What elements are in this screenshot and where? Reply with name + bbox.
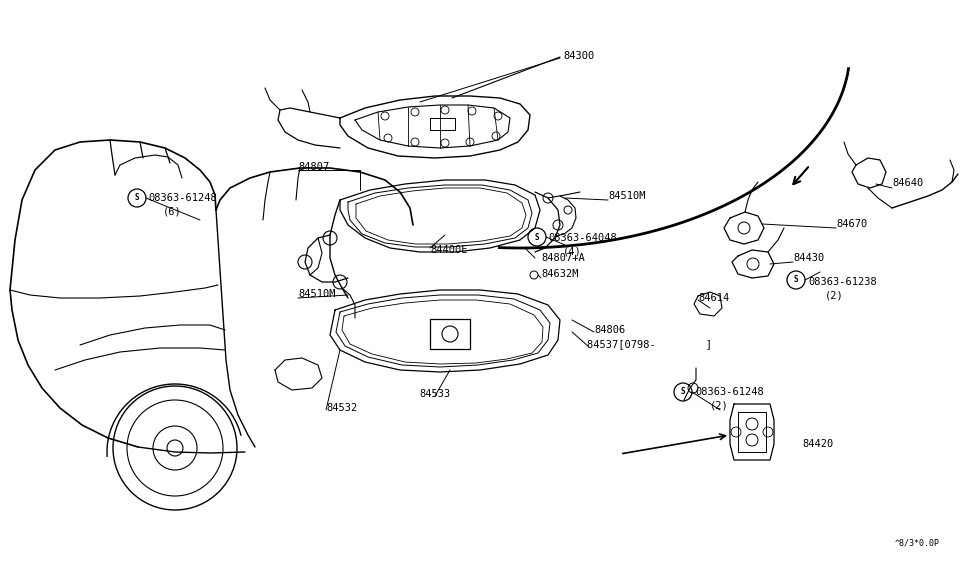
Text: 84533: 84533: [419, 389, 450, 399]
Text: 84430: 84430: [793, 253, 824, 263]
Text: 08363-61238: 08363-61238: [808, 277, 877, 287]
Text: 84510M: 84510M: [608, 191, 645, 201]
Text: 84614: 84614: [698, 293, 729, 303]
Text: 08363-64048: 08363-64048: [548, 233, 617, 243]
Text: (2): (2): [710, 401, 728, 411]
Text: (6): (6): [163, 207, 181, 217]
Text: ^8/3*0.0P: ^8/3*0.0P: [895, 539, 940, 548]
Text: S: S: [534, 233, 539, 242]
Text: S: S: [135, 194, 139, 203]
Text: 08363-61248: 08363-61248: [148, 193, 216, 203]
Text: 84640: 84640: [892, 178, 923, 188]
Text: 84807: 84807: [298, 162, 330, 172]
Text: S: S: [681, 388, 685, 397]
Text: 84670: 84670: [836, 219, 867, 229]
Text: (2): (2): [825, 291, 843, 301]
Text: 84807+A: 84807+A: [541, 253, 585, 263]
Text: S: S: [794, 276, 799, 285]
Text: 84420: 84420: [802, 439, 834, 449]
Text: 84532: 84532: [326, 403, 357, 413]
Text: 84400E: 84400E: [430, 245, 467, 255]
Text: (4): (4): [563, 247, 582, 257]
Text: 84632M: 84632M: [541, 269, 578, 279]
Text: 84300: 84300: [563, 51, 594, 61]
Text: 84806: 84806: [594, 325, 625, 335]
Text: 84510M: 84510M: [298, 289, 335, 299]
Text: 08363-61248: 08363-61248: [695, 387, 763, 397]
Text: 84537[0798-        ]: 84537[0798- ]: [587, 339, 712, 349]
